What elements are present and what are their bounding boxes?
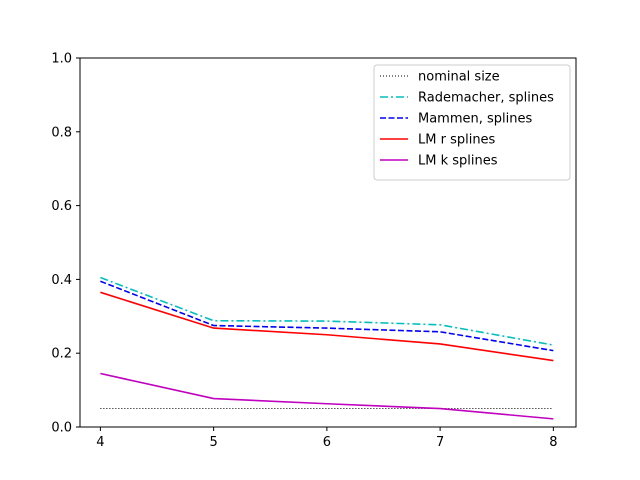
y-tick-label-0: 0.0 [51, 421, 72, 436]
legend-box [373, 64, 571, 181]
x-tick-label-1: 5 [209, 435, 217, 450]
series-line-2 [100, 280, 554, 352]
y-tick-label-4: 0.8 [51, 125, 72, 140]
series-layer [100, 276, 554, 420]
legend: nominal size Rademacher, splines Mammen, s… [373, 64, 571, 181]
legend-label-3: LM r splines [418, 133, 496, 148]
y-tick-label-1: 0.2 [51, 347, 72, 362]
x-tick-label-2: 6 [323, 435, 331, 450]
legend-label-0: nominal size [418, 70, 500, 85]
series-line-1 [100, 276, 554, 346]
plot-frame [79, 57, 577, 428]
y-tick-label-5: 1.0 [51, 52, 72, 67]
y-tick-label-2: 0.4 [51, 273, 72, 288]
x-tick-label-0: 4 [96, 435, 104, 450]
legend-label-2: Mammen, splines [418, 112, 532, 127]
x-tick-label-3: 7 [436, 435, 444, 450]
x-tick-label-4: 8 [549, 435, 557, 450]
y-tick-label-3: 0.6 [51, 199, 72, 214]
x-axis: 4 5 6 7 8 [96, 427, 557, 450]
legend-label-4: LM k splines [418, 154, 498, 169]
series-line-4 [100, 372, 554, 420]
legend-label-1: Rademacher, splines [418, 91, 554, 106]
series-line-3 [100, 291, 554, 362]
y-axis: 0.0 0.2 0.4 0.6 0.8 1.0 [51, 52, 80, 436]
